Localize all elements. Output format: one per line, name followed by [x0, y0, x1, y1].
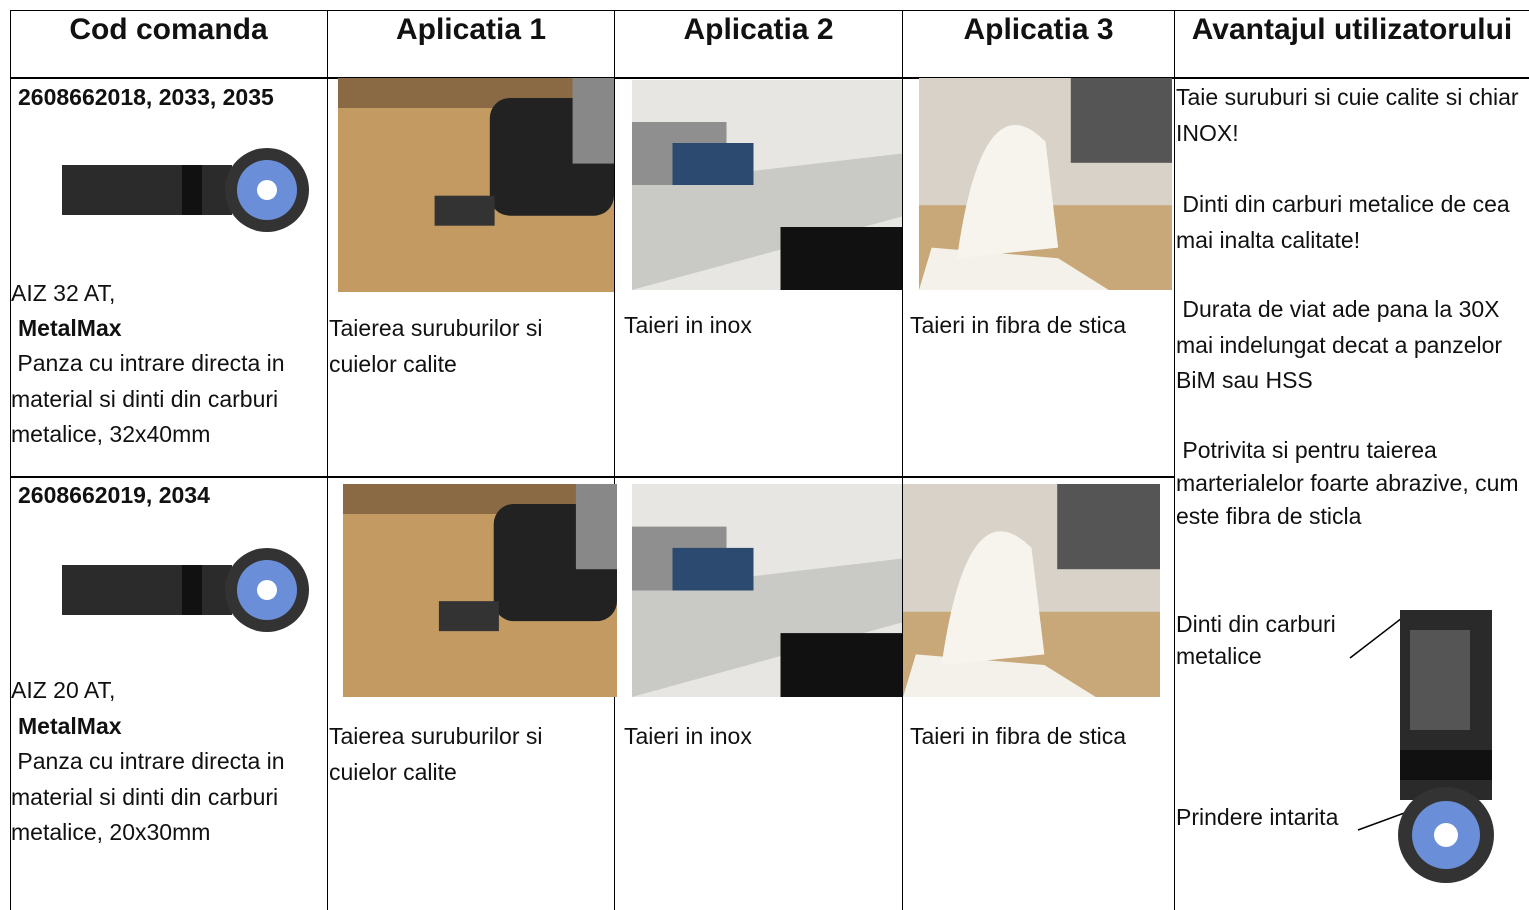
blade-illustration — [1349, 610, 1494, 883]
advantage: Taie suruburi si cuie calite si chiar IN… — [1176, 84, 1525, 146]
brand: MetalMax — [18, 713, 122, 739]
header-rule — [10, 77, 1529, 79]
advantage: Potrivita si pentru taierea marterialelo… — [1176, 437, 1525, 529]
photo — [919, 78, 1172, 290]
photo — [62, 148, 309, 232]
photo — [343, 484, 617, 697]
header-cell: Aplicatia 1 — [395, 13, 547, 46]
description: Panza cu intrare directa in material si … — [11, 350, 291, 447]
header-cell: Avantajul utilizatorului — [1191, 13, 1513, 46]
border — [10, 10, 11, 910]
photo — [62, 548, 309, 632]
col-rule — [1174, 10, 1175, 910]
application-caption: Taieri in inox — [624, 723, 752, 749]
header-cell: Cod comanda — [69, 13, 268, 46]
product-code: 2608662018, 2033, 2035 — [18, 84, 274, 110]
photo — [632, 80, 902, 290]
col-rule — [327, 10, 328, 910]
application-caption: Taieri in fibra de stica — [910, 723, 1127, 749]
callout: Prindere intarita — [1176, 804, 1339, 830]
border — [10, 10, 1529, 11]
application-caption: Taieri in inox — [624, 312, 752, 338]
header-cell: Aplicatia 2 — [683, 13, 834, 46]
description: Panza cu intrare directa in material si … — [11, 748, 291, 845]
photo — [903, 484, 1160, 697]
header-cell: Aplicatia 3 — [963, 13, 1114, 46]
callout: Dinti din carburi metalice — [1176, 611, 1343, 669]
col-rule — [614, 10, 615, 910]
model: AIZ 32 AT, — [11, 280, 116, 306]
product-code: 2608662019, 2034 — [18, 482, 210, 508]
advantage: Dinti din carburi metalice de cea mai in… — [1176, 191, 1517, 253]
application-caption: Taieri in fibra de stica — [910, 312, 1127, 338]
advantage: Durata de viat ade pana la 30X mai indel… — [1176, 296, 1509, 393]
application-caption: Taierea suruburilor si cuielor calite — [329, 315, 549, 377]
col-rule — [902, 10, 903, 910]
photo — [632, 484, 902, 697]
brand: MetalMax — [18, 315, 122, 341]
row-rule — [10, 476, 1175, 478]
application-caption: Taierea suruburilor si cuielor calite — [329, 723, 549, 785]
model: AIZ 20 AT, — [11, 677, 116, 703]
photo — [338, 78, 614, 292]
